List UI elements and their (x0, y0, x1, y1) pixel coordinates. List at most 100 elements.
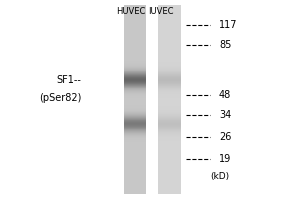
Bar (158, 101, 181, 102)
Bar (124, 12, 146, 13)
Bar (158, 149, 181, 150)
Bar (124, 20, 146, 21)
Bar (158, 170, 181, 171)
Bar (158, 53, 181, 54)
Bar (124, 55, 146, 56)
Bar (158, 185, 181, 186)
Bar (124, 176, 146, 177)
Bar (158, 152, 181, 153)
Bar (124, 188, 146, 189)
Bar (158, 101, 181, 102)
Bar (158, 186, 181, 187)
Bar (158, 69, 181, 70)
Bar (158, 104, 181, 105)
Bar (124, 182, 146, 183)
Bar (158, 182, 181, 183)
Bar (124, 183, 146, 184)
Bar (158, 54, 181, 55)
Bar (124, 86, 146, 87)
Bar (158, 128, 181, 129)
Bar (158, 154, 181, 155)
Bar (158, 71, 181, 72)
Bar (158, 157, 181, 158)
Bar (124, 78, 146, 79)
Bar (158, 158, 181, 159)
Bar (158, 38, 181, 39)
Bar (124, 148, 146, 149)
Bar (158, 124, 181, 125)
Bar (158, 32, 181, 33)
Bar (124, 166, 146, 167)
Bar (124, 16, 146, 17)
Bar (158, 111, 181, 112)
Bar (124, 151, 146, 152)
Bar (124, 145, 146, 146)
Bar (124, 190, 146, 191)
Bar (158, 91, 181, 92)
Bar (158, 162, 181, 163)
Bar (124, 135, 146, 136)
Bar (124, 176, 146, 177)
Bar (158, 156, 181, 157)
Bar (124, 77, 146, 78)
Bar (158, 117, 181, 118)
Bar (158, 54, 181, 55)
Bar (124, 175, 146, 176)
Bar (158, 19, 181, 20)
Bar (158, 95, 181, 96)
Bar (124, 187, 146, 188)
Bar (124, 24, 146, 25)
Bar (124, 26, 146, 27)
Bar (124, 92, 146, 93)
Bar (158, 45, 181, 46)
Bar (158, 102, 181, 103)
Bar (158, 9, 181, 10)
Bar (124, 75, 146, 76)
Bar (124, 17, 146, 18)
Bar (158, 86, 181, 87)
Bar (124, 127, 146, 128)
Bar (124, 54, 146, 55)
Bar (124, 34, 146, 35)
Bar (124, 104, 146, 105)
Bar (158, 58, 181, 59)
Bar (124, 5, 146, 6)
Bar (158, 25, 181, 26)
Bar (124, 36, 146, 37)
Bar (158, 66, 181, 67)
Bar (124, 169, 146, 170)
Bar (124, 94, 146, 95)
Bar (158, 76, 181, 77)
Bar (158, 67, 181, 68)
Bar (158, 127, 181, 128)
Bar (158, 19, 181, 20)
Bar (158, 128, 181, 129)
Bar (124, 135, 146, 136)
Bar (158, 118, 181, 119)
Bar (158, 109, 181, 110)
Text: 85: 85 (219, 40, 231, 50)
Bar (124, 126, 146, 127)
Bar (124, 76, 146, 77)
Bar (124, 31, 146, 32)
Bar (158, 85, 181, 86)
Bar (124, 91, 146, 92)
Bar (124, 71, 146, 72)
Bar (124, 166, 146, 167)
Bar (158, 131, 181, 132)
Bar (158, 47, 181, 48)
Bar (158, 122, 181, 123)
Bar (158, 14, 181, 15)
Bar (124, 37, 146, 38)
Bar (158, 90, 181, 91)
Bar (124, 84, 146, 85)
Bar (124, 120, 146, 121)
Bar (158, 142, 181, 143)
Bar (158, 126, 181, 127)
Text: IUVEC: IUVEC (148, 7, 173, 16)
Bar (158, 35, 181, 36)
Bar (124, 30, 146, 31)
Bar (158, 110, 181, 111)
Bar (158, 63, 181, 64)
Bar (158, 72, 181, 73)
